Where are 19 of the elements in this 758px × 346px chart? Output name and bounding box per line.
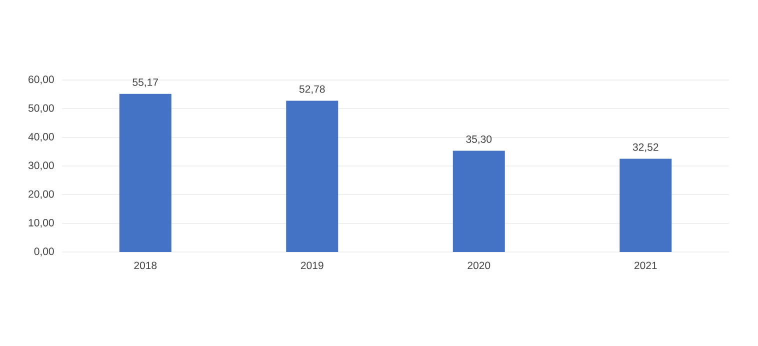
y-tick-label: 40,00 [28, 133, 54, 142]
bar [620, 158, 672, 252]
x-tick-label: 2018 [134, 262, 157, 270]
bar [119, 94, 172, 252]
y-tick-label: 60,00 [28, 76, 54, 84]
y-tick-label: 0,00 [34, 248, 54, 256]
data-label: 52,78 [299, 85, 325, 94]
x-tick-label: 2020 [468, 262, 490, 270]
data-label: 35,30 [466, 135, 492, 144]
bar [286, 100, 338, 252]
x-tick-label: 2019 [300, 262, 324, 270]
x-tick-label: 2021 [634, 262, 657, 270]
y-tick-label: 50,00 [28, 104, 54, 114]
data-label: 32,52 [632, 143, 658, 152]
bar [452, 150, 505, 252]
y-tick-label: 20,00 [28, 190, 54, 200]
y-tick-label: 30,00 [28, 162, 54, 170]
y-tick-label: 10,00 [28, 219, 54, 228]
data-label: 55,17 [132, 78, 158, 88]
